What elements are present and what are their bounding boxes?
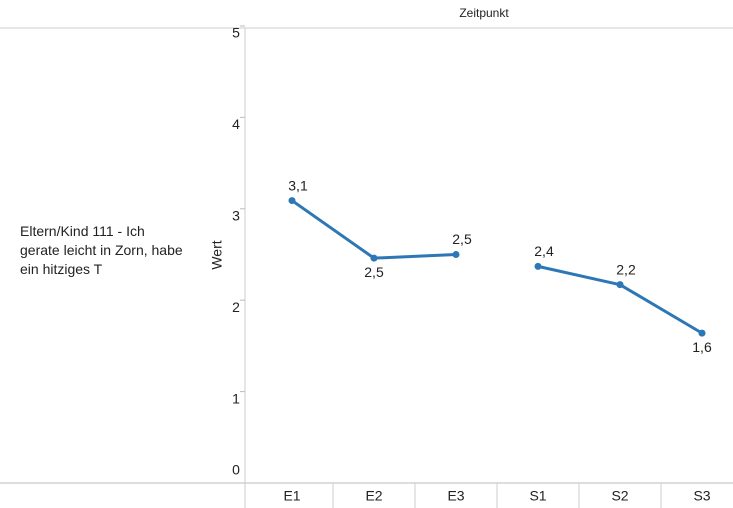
y-tick-label: 4 (232, 116, 240, 132)
y-tick-label: 2 (232, 299, 240, 315)
x-tick-label: E3 (447, 488, 464, 504)
data-label: 2,5 (452, 231, 472, 247)
x-tick-label: S1 (529, 488, 546, 504)
y-tick-label: 5 (232, 25, 240, 41)
point (534, 262, 542, 270)
point (452, 251, 460, 258)
x-tick-label: E1 (283, 488, 300, 504)
x-tick-label: E2 (365, 488, 382, 504)
x-tick-label: S2 (611, 488, 628, 504)
line (291, 199, 457, 260)
y-tick-label: 0 (232, 462, 240, 478)
data-label: 2,2 (616, 261, 636, 277)
data-label: 2,4 (534, 243, 554, 259)
point (698, 329, 706, 337)
y-tick-label: 3 (232, 208, 240, 224)
point (616, 281, 624, 289)
y-tick-label: 1 (232, 390, 240, 406)
row-label: Eltern/Kind 111 - Ich gerate leicht in Z… (20, 223, 183, 277)
y-axis-title: Wert (209, 240, 225, 269)
column-header: Zeitpunkt (459, 6, 509, 20)
data-label: 2,5 (364, 264, 384, 280)
point (288, 197, 296, 205)
point (370, 254, 378, 262)
data-label: 1,6 (692, 339, 712, 355)
x-tick-label: S3 (693, 488, 710, 504)
data-label: 3,1 (288, 177, 308, 193)
